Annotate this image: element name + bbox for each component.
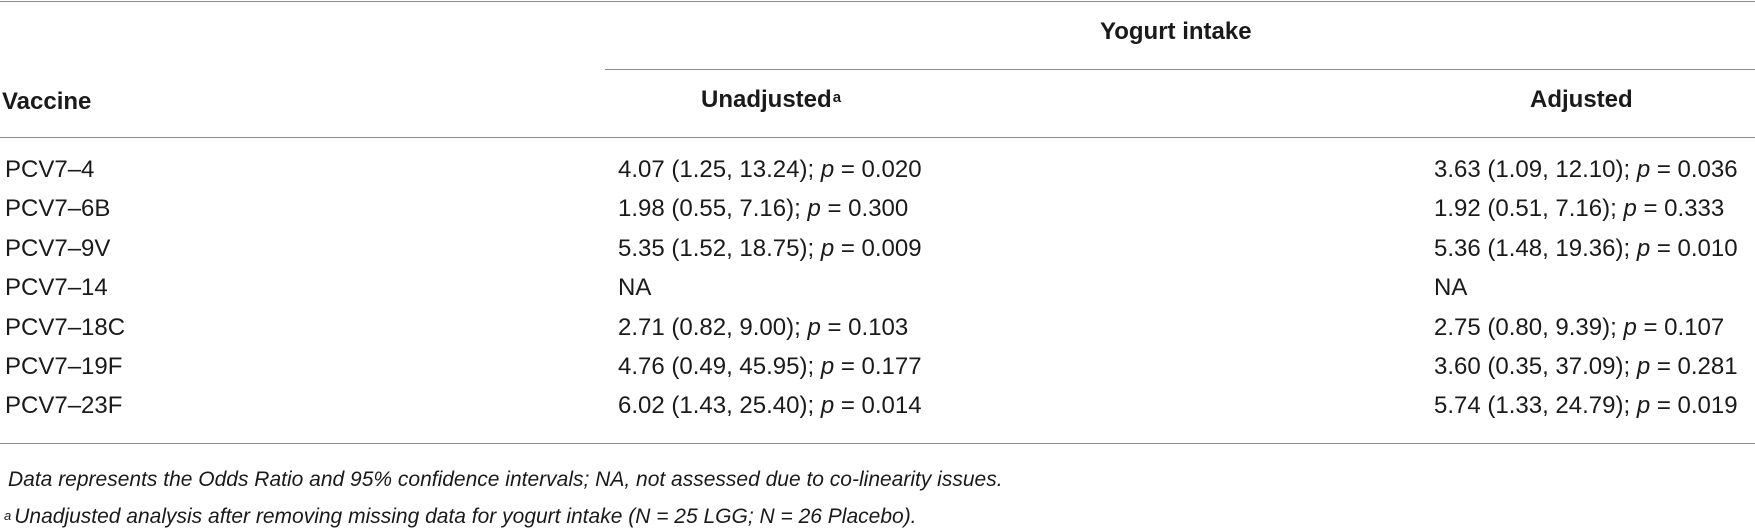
cell-adjusted-estimate: NA <box>1434 274 1468 302</box>
cell-unadjusted-p-value: = 0.300 <box>820 195 909 223</box>
cell-adjusted-estimate: 3.60 (0.35, 37.09); <box>1434 352 1637 380</box>
cell-adjusted-p-label: p <box>1636 392 1651 420</box>
cell-unadjusted-p-value: = 0.020 <box>834 156 922 183</box>
cell-unadjusted: NA <box>618 271 651 305</box>
cell-vaccine: PCV7–19F <box>5 352 123 380</box>
table-row: PCV7–9V 5.35 (1.52, 18.75); p = 0.009 5.36… <box>0 232 1755 271</box>
cell-adjusted-estimate: 5.36 (1.48, 19.36); <box>1434 234 1637 262</box>
cell-unadjusted: 4.07 (1.25, 13.24); p = 0.020 <box>618 153 922 187</box>
cell-adjusted-estimate: 2.75 (0.80, 9.39); <box>1434 313 1624 341</box>
column-header-adjusted: Adjusted <box>1530 86 1633 113</box>
cell-adjusted-p-label: p <box>1623 195 1637 223</box>
cell-vaccine: PCV7–4 <box>5 156 95 183</box>
cell-adjusted: 5.36 (1.48, 19.36); p = 0.010 <box>1434 232 1738 266</box>
cell-unadjusted-p-label: p <box>820 234 835 262</box>
cell-unadjusted-p-label: p <box>820 392 835 420</box>
cell-adjusted-p-value: = 0.036 <box>1650 156 1738 183</box>
footnote-marker-a: a <box>832 89 842 106</box>
footnote-unadjusted: a Unadjusted analysis after removing miss… <box>4 504 917 530</box>
cell-adjusted-p-label: p <box>1636 352 1651 380</box>
cell-unadjusted-p-label: p <box>820 156 835 183</box>
footnote-marker: a <box>4 508 12 523</box>
cell-vaccine: PCV7–6B <box>5 195 111 223</box>
group-header-rule <box>605 69 1755 70</box>
cell-unadjusted-p-label: p <box>807 313 821 341</box>
column-header-vaccine: Vaccine <box>2 88 92 115</box>
cell-unadjusted: 6.02 (1.43, 25.40); p = 0.014 <box>618 389 922 423</box>
cell-unadjusted-estimate: NA <box>618 274 652 302</box>
cell-unadjusted: 5.35 (1.52, 18.75); p = 0.009 <box>618 232 922 266</box>
cell-unadjusted-p-value: = 0.177 <box>834 352 922 380</box>
cell-adjusted: 3.63 (1.09, 12.10); p = 0.036 <box>1434 153 1738 187</box>
table-row: PCV7–6B 1.98 (0.55, 7.16); p = 0.300 1.92 … <box>0 192 1755 231</box>
cell-unadjusted-p-label: p <box>820 352 835 380</box>
table-row: PCV7–4 4.07 (1.25, 13.24); p = 0.020 3.63 … <box>0 153 1755 192</box>
cell-unadjusted-p-value: = 0.014 <box>834 392 922 420</box>
cell-unadjusted-estimate: 4.76 (0.49, 45.95); <box>618 352 821 380</box>
cell-adjusted-estimate: 1.92 (0.51, 7.16); <box>1434 195 1624 223</box>
cell-adjusted-p-value: = 0.010 <box>1650 234 1738 262</box>
table-bottom-rule <box>0 443 1755 444</box>
cell-adjusted-p-value: = 0.019 <box>1650 392 1738 420</box>
cell-unadjusted-p-value: = 0.103 <box>820 313 909 341</box>
cell-unadjusted: 2.71 (0.82, 9.00); p = 0.103 <box>618 311 908 345</box>
cell-adjusted: 1.92 (0.51, 7.16); p = 0.333 <box>1434 192 1724 226</box>
cell-unadjusted-p-value: = 0.009 <box>834 234 922 262</box>
footnote-unadjusted-text: Unadjusted analysis after removing missi… <box>14 505 917 528</box>
group-header-yogurt-intake: Yogurt intake <box>1100 18 1252 45</box>
column-header-unadjusted: Unadjusteda <box>701 86 841 114</box>
cell-vaccine: PCV7–9V <box>5 234 111 262</box>
table-row: PCV7–18C 2.71 (0.82, 9.00); p = 0.103 2.75… <box>0 311 1755 350</box>
table-row: PCV7–14 NA NA <box>0 271 1755 310</box>
cell-unadjusted: 4.76 (0.49, 45.95); p = 0.177 <box>618 350 922 384</box>
table-row: PCV7–23F 6.02 (1.43, 25.40); p = 0.014 5.7… <box>0 389 1755 428</box>
cell-adjusted: NA <box>1434 271 1467 305</box>
footnote-odds-ratio: Data represents the Odds Ratio and 95% c… <box>8 468 1003 491</box>
cell-adjusted: 2.75 (0.80, 9.39); p = 0.107 <box>1434 311 1724 345</box>
header-bottom-rule <box>0 137 1755 138</box>
cell-unadjusted-estimate: 2.71 (0.82, 9.00); <box>618 313 808 341</box>
cell-adjusted-p-value: = 0.333 <box>1636 195 1725 223</box>
cell-unadjusted-estimate: 4.07 (1.25, 13.24); <box>618 156 821 183</box>
cell-adjusted-p-label: p <box>1623 313 1637 341</box>
cell-adjusted-p-value: = 0.281 <box>1650 352 1738 380</box>
cell-adjusted: 5.74 (1.33, 24.79); p = 0.019 <box>1434 389 1738 423</box>
cell-unadjusted-estimate: 1.98 (0.55, 7.16); <box>618 195 808 223</box>
cell-unadjusted-estimate: 5.35 (1.52, 18.75); <box>618 234 821 262</box>
cell-unadjusted-estimate: 6.02 (1.43, 25.40); <box>618 392 821 420</box>
cell-adjusted-p-value: = 0.107 <box>1636 313 1725 341</box>
column-header-unadjusted-label: Unadjusted <box>701 86 832 113</box>
cell-adjusted-p-label: p <box>1636 234 1651 262</box>
cell-unadjusted-p-label: p <box>807 195 821 223</box>
table-body: PCV7–4 4.07 (1.25, 13.24); p = 0.020 3.63 … <box>0 153 1755 429</box>
cell-adjusted-p-label: p <box>1636 156 1651 183</box>
cell-adjusted-estimate: 5.74 (1.33, 24.79); <box>1434 392 1637 420</box>
cell-vaccine: PCV7–18C <box>5 313 126 341</box>
cell-adjusted-estimate: 3.63 (1.09, 12.10); <box>1434 156 1637 183</box>
cell-vaccine: PCV7–14 <box>5 274 108 302</box>
cell-unadjusted: 1.98 (0.55, 7.16); p = 0.300 <box>618 192 908 226</box>
table-row: PCV7–19F 4.76 (0.49, 45.95); p = 0.177 3.6… <box>0 350 1755 389</box>
cell-vaccine: PCV7–23F <box>5 392 123 420</box>
cell-adjusted: 3.60 (0.35, 37.09); p = 0.281 <box>1434 350 1738 384</box>
table-top-rule <box>0 1 1755 2</box>
